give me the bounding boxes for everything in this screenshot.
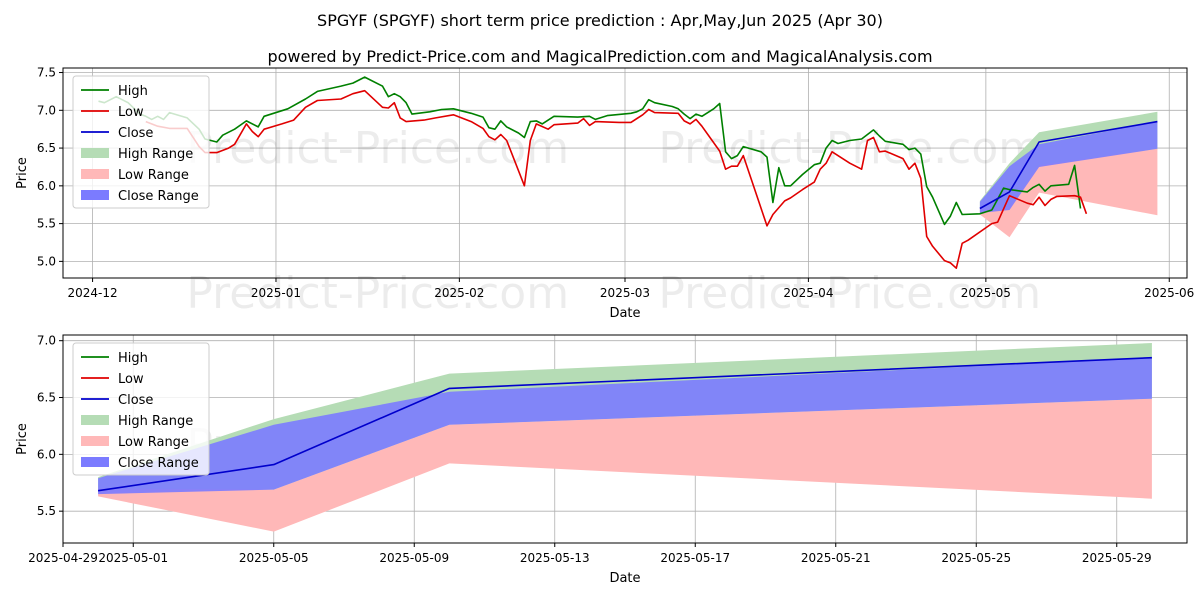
- legend-label: Close: [118, 126, 153, 141]
- y-tick-label: 7.5: [37, 66, 56, 80]
- x-tick-label: 2024-12: [68, 286, 118, 300]
- watermark-text: Predict-Price.com: [658, 123, 1041, 174]
- x-tick-label: 2025-05-09: [379, 551, 449, 565]
- legend-label: High Range: [118, 147, 193, 162]
- legend-label: High: [118, 351, 148, 366]
- x-axis-label: Date: [609, 306, 640, 321]
- legend-label: Close Range: [118, 456, 199, 471]
- legend-swatch-low-range: [81, 169, 109, 179]
- y-tick-label: 6.5: [37, 391, 56, 405]
- legend-label: Low: [118, 372, 144, 387]
- x-tick-label: 2025-01: [251, 286, 301, 300]
- legend-swatch-close-range: [81, 190, 109, 200]
- x-tick-label: 2025-05-21: [801, 551, 871, 565]
- y-tick-label: 7.0: [37, 103, 56, 117]
- watermark-text: Predict-Price.com: [186, 123, 569, 174]
- axes-frame: [62, 334, 1188, 544]
- close-price-line: [979, 120, 1158, 210]
- x-tick-label: 2025-05-13: [520, 551, 590, 565]
- close-price-line: [97, 356, 1152, 492]
- y-axis-label: Price: [15, 157, 30, 189]
- y-tick-label: 6.0: [37, 447, 56, 461]
- legend-label: Low Range: [118, 435, 189, 450]
- low-range-band: [98, 398, 1152, 532]
- x-tick-label: 2025-05-25: [941, 551, 1011, 565]
- x-tick-label: 2025-05-29: [1082, 551, 1152, 565]
- x-tick-label: 2025-04: [783, 286, 833, 300]
- low-range-band: [979, 148, 1158, 238]
- y-tick-label: 5.5: [37, 504, 56, 518]
- legend-swatch-high-range: [81, 148, 109, 158]
- top-panel: Predict-Price.com Predict-Price.com Predic…: [15, 66, 1194, 321]
- bottom-panel: Predict-Price.comPredict-Price.com2025-0…: [15, 334, 1188, 586]
- legend-label: Close: [118, 393, 153, 408]
- watermark-text: Predict-Price.com: [658, 268, 1041, 319]
- chart-subtitle: powered by Predict-Price.com and Magical…: [267, 47, 932, 66]
- close-range-band: [979, 121, 1158, 213]
- x-tick-label: 2025-03: [600, 286, 650, 300]
- close-range-band: [98, 357, 1152, 495]
- x-tick-label: 2025-06: [1144, 286, 1194, 300]
- legend-label: Close Range: [118, 189, 199, 204]
- legend-swatch-close-range: [81, 457, 109, 467]
- y-tick-label: 6.5: [37, 141, 56, 155]
- watermark-text: Predict-Price.com: [186, 268, 569, 319]
- x-tick-label: 2025-05: [961, 286, 1011, 300]
- x-tick-label: 2025-04-29: [28, 551, 98, 565]
- high-price-line: [98, 76, 1082, 226]
- y-tick-label: 6.0: [37, 179, 56, 193]
- legend-label: Low Range: [118, 168, 189, 183]
- legend-swatch-low-range: [81, 436, 109, 446]
- legend-swatch-high-range: [81, 415, 109, 425]
- x-axis-label: Date: [609, 571, 640, 586]
- y-tick-label: 5.0: [37, 254, 56, 268]
- legend-label: High: [118, 84, 148, 99]
- y-tick-label: 5.5: [37, 217, 56, 231]
- legend-label: Low: [118, 105, 144, 120]
- y-tick-label: 7.0: [37, 334, 56, 348]
- x-tick-label: 2025-05-01: [98, 551, 168, 565]
- y-axis-label: Price: [15, 423, 30, 455]
- chart-title: SPGYF (SPGYF) short term price predictio…: [317, 11, 883, 30]
- legend-label: High Range: [118, 414, 193, 429]
- low-price-line: [145, 89, 1088, 270]
- x-tick-label: 2025-05-17: [660, 551, 730, 565]
- x-tick-label: 2025-05-05: [239, 551, 309, 565]
- x-tick-label: 2025-02: [434, 286, 484, 300]
